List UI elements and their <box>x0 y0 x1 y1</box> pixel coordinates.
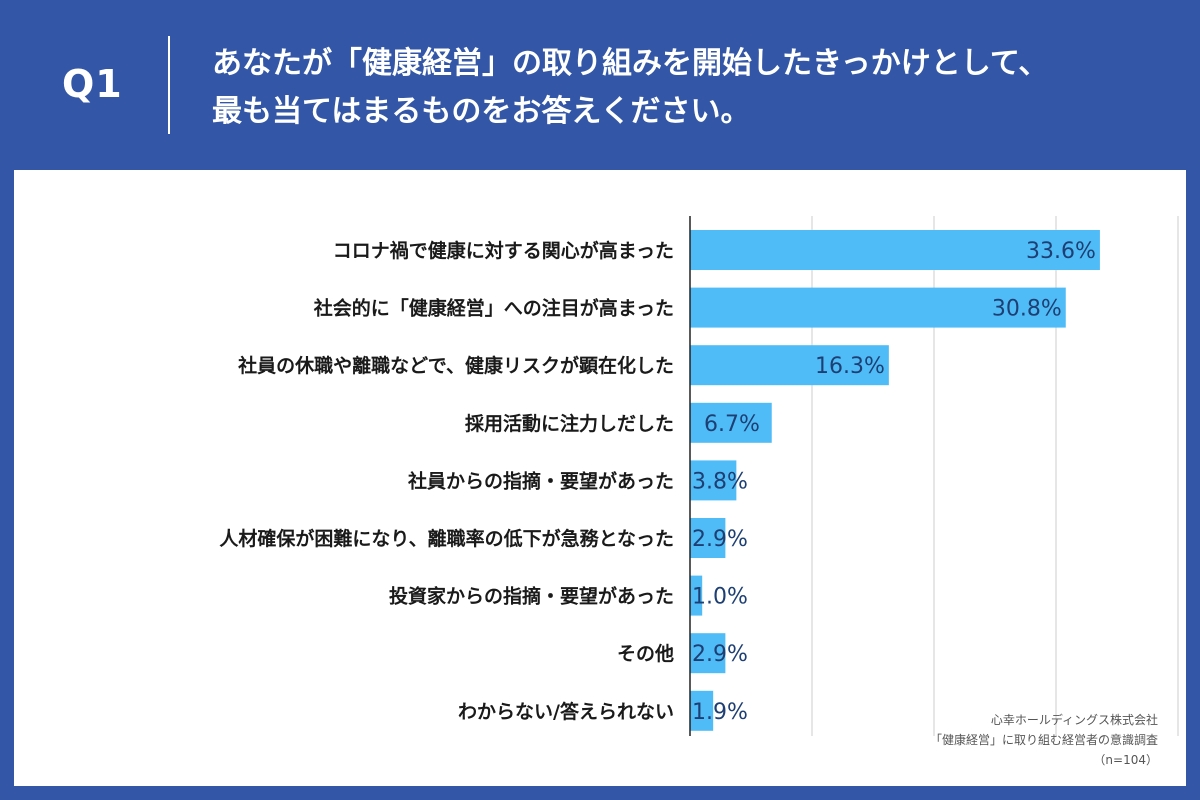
value-label-3: 16.3% <box>815 354 885 379</box>
chart-panel: コロナ禍で健康に対する関心が高まった 33.6% 社会的に「健康経営」への注目が高ま… <box>14 170 1186 786</box>
category-label-9: わからない/答えられない <box>458 700 674 723</box>
source-note: 心幸ホールディングス株式会社 「健康経営」に取り組む経営者の意識調査 （n=10… <box>930 710 1158 770</box>
bar-7 <box>690 575 703 616</box>
header: Q1 あなたが「健康経営」の取り組みを開始したきっかけとして、 最も当てはまるも… <box>0 0 1200 170</box>
bar-1 <box>690 230 1100 270</box>
bar-5 <box>690 460 737 501</box>
category-label-8: その他 <box>617 642 674 665</box>
value-label-2: 30.8% <box>992 297 1062 322</box>
bar-4 <box>690 402 772 443</box>
category-label-1: コロナ禍で健康に対する関心が高まった <box>333 239 674 262</box>
question-text: あなたが「健康経営」の取り組みを開始したきっかけとして、 最も当てはまるものをお… <box>212 40 1172 136</box>
bar-2 <box>690 287 1066 328</box>
question-line-1: あなたが「健康経営」の取り組みを開始したきっかけとして、 <box>212 46 1049 81</box>
category-label-4: 採用活動に注力しだした <box>465 412 674 435</box>
value-label-6: 2.9% <box>692 527 748 552</box>
question-number: Q1 <box>62 62 123 106</box>
bar-9 <box>690 690 714 731</box>
value-label-5: 3.8% <box>692 469 748 494</box>
source-company: 心幸ホールディングス株式会社 <box>990 713 1158 727</box>
header-divider <box>168 36 170 134</box>
source-survey: 「健康経営」に取り組む経営者の意識調査 <box>929 733 1158 747</box>
bar-6 <box>690 518 726 558</box>
value-label-9: 1.9% <box>692 700 748 725</box>
value-label-1: 33.6% <box>1026 239 1096 264</box>
bar-8 <box>690 633 726 674</box>
value-label-4: 6.7% <box>704 412 760 437</box>
source-sample-size: （n=104） <box>1093 753 1158 767</box>
question-line-2: 最も当てはまるものをお答えください。 <box>212 94 751 129</box>
category-label-2: 社会的に「健康経営」への注目が高まった <box>313 297 674 320</box>
category-label-5: 社員からの指摘・要望があった <box>407 469 674 492</box>
category-label-7: 投資家からの指摘・要望があった <box>389 585 674 608</box>
category-label-6: 人材確保が困難になり、離職率の低下が急務となった <box>219 527 674 550</box>
category-label-3: 社員の休職や離職などで、健康リスクが顕在化した <box>237 354 674 377</box>
bar-3 <box>690 345 889 386</box>
value-label-7: 1.0% <box>692 585 748 610</box>
value-label-8: 2.9% <box>692 642 748 667</box>
bar-chart: コロナ禍で健康に対する関心が高まった 33.6% 社会的に「健康経営」への注目が高ま… <box>219 216 1179 736</box>
